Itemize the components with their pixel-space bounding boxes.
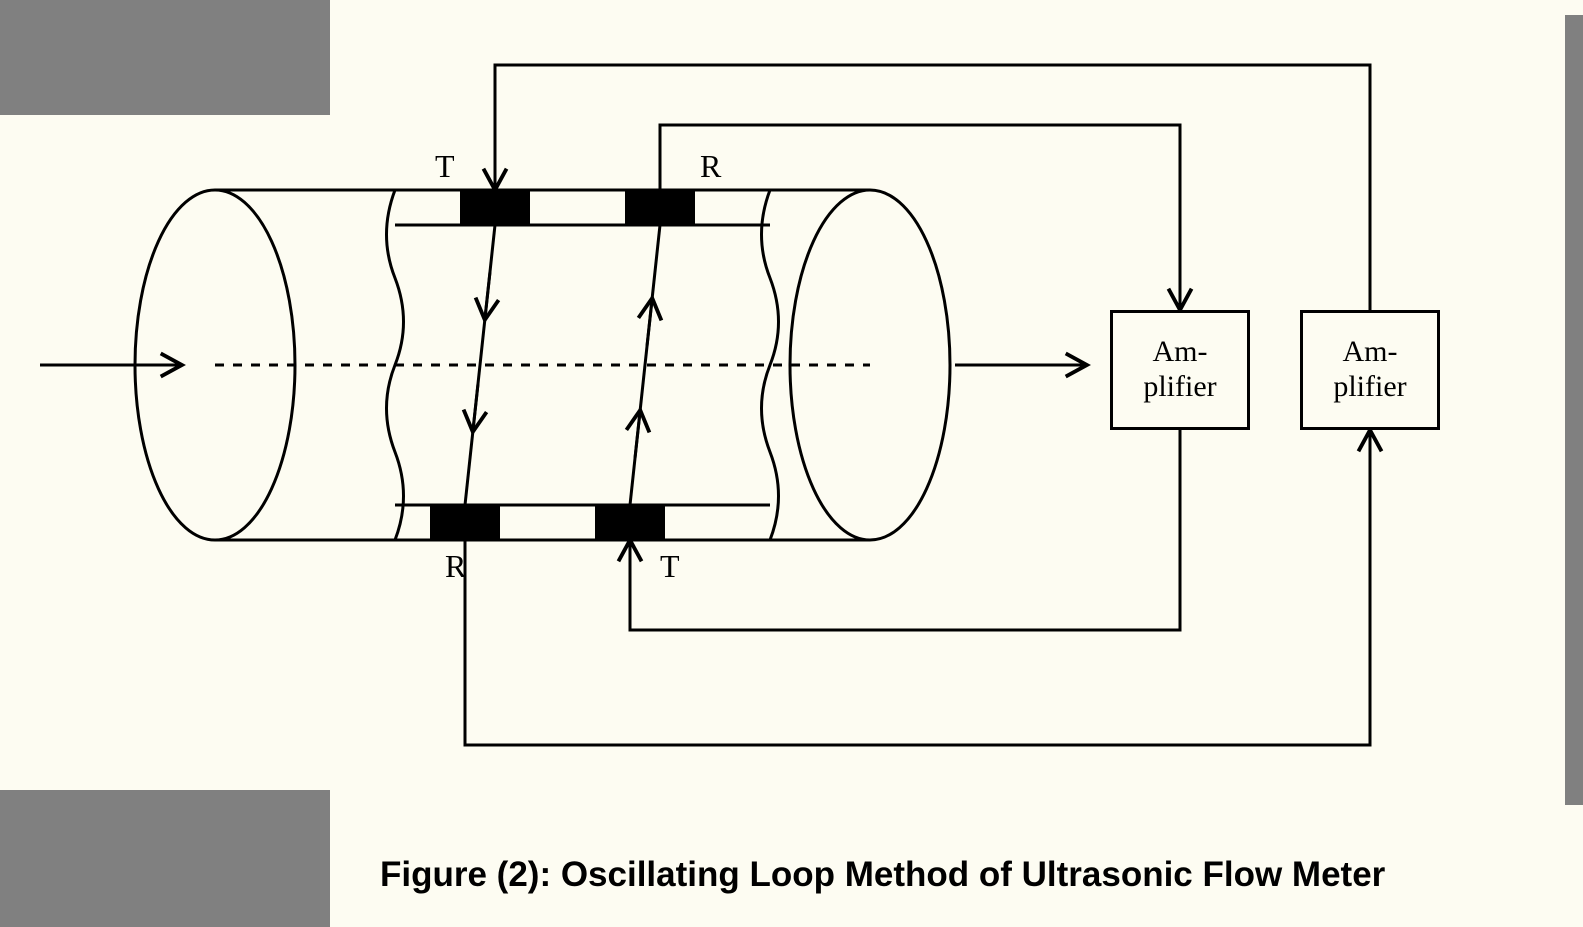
- acoustic-path-2-arrow-b: [647, 300, 652, 346]
- label-bottom-r: R: [445, 548, 466, 585]
- acoustic-path-1-arrow-a: [485, 272, 490, 318]
- amplifier-2-line1: Am-: [1343, 335, 1398, 368]
- label-top-t: T: [435, 148, 455, 185]
- transducer-bottom-r: [430, 505, 500, 540]
- amplifier-1-line2: plifier: [1143, 370, 1216, 403]
- label-bottom-t: T: [660, 548, 680, 585]
- figure-caption: Figure (2): Oscillating Loop Method of U…: [380, 855, 1385, 895]
- acoustic-path-1-arrow-b: [473, 384, 478, 430]
- diagram-svg: [0, 0, 1583, 927]
- transducer-top-r: [625, 190, 695, 225]
- label-top-r: R: [700, 148, 721, 185]
- transducer-top-t: [460, 190, 530, 225]
- transducer-bottom-t: [595, 505, 665, 540]
- amplifier-2: Am- plifier: [1300, 310, 1440, 430]
- acoustic-path-2-arrow-a: [635, 412, 640, 458]
- amplifier-1-line1: Am-: [1153, 335, 1208, 368]
- amplifier-2-line2: plifier: [1333, 370, 1406, 403]
- amplifier-1: Am- plifier: [1110, 310, 1250, 430]
